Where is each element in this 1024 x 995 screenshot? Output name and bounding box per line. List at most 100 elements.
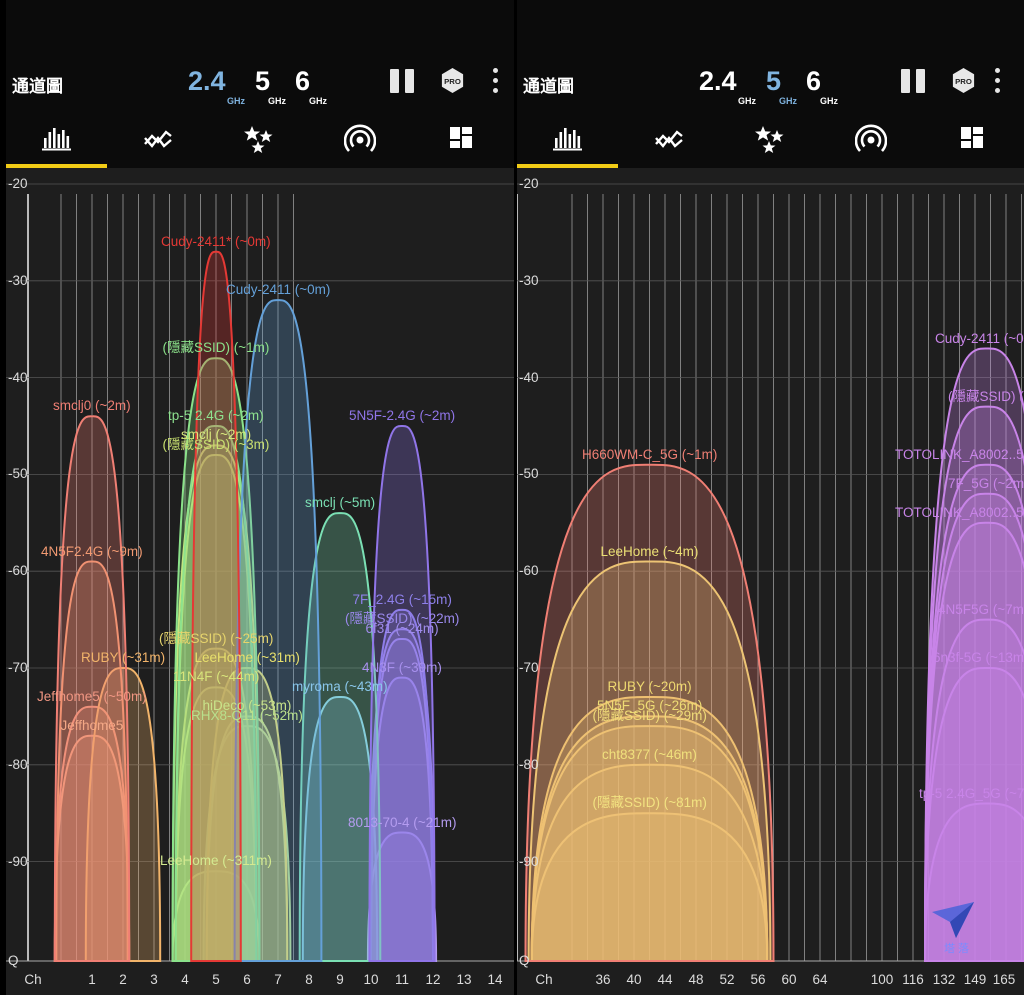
band-5ghz-button[interactable]: 5 <box>255 66 271 96</box>
network-label[interactable]: cht8377 (~46m) <box>602 746 697 762</box>
network-label[interactable]: tp-5 2.4G_5G (~7 <box>919 785 1024 801</box>
network-label[interactable]: 8013-70-4 (~21m) <box>348 814 457 830</box>
network-label[interactable]: TOTOLINK_A8002..5 <box>895 446 1024 462</box>
network-label[interactable]: 4N5F5G (~7m <box>938 601 1024 617</box>
network-curve[interactable] <box>53 734 131 962</box>
y-tick-label: -70 <box>8 660 28 675</box>
x-tick-label: 36 <box>595 972 611 987</box>
tab-channel-rating[interactable] <box>719 116 820 166</box>
network-label[interactable]: myroma (~43m) <box>292 679 388 695</box>
network-label[interactable]: 5N5F-2.4G (~2m) <box>349 408 456 423</box>
network-curve[interactable] <box>923 405 1024 962</box>
y-tick-label: -90 <box>8 853 28 869</box>
network-label[interactable]: (隱藏SSID) (~3m) <box>162 437 270 453</box>
network-curve[interactable] <box>174 424 258 962</box>
pro-badge-icon[interactable]: PRO <box>950 67 977 94</box>
network-curve[interactable] <box>205 666 289 962</box>
network-label[interactable]: (隱藏SSID) (~1m) <box>162 340 270 356</box>
pro-badge-icon[interactable]: PRO <box>439 67 466 94</box>
network-label[interactable]: Cudy-2411* (~0m) <box>161 233 271 249</box>
network-label[interactable]: Cudy-2411 (~0m) <box>226 282 331 298</box>
network-label[interactable]: RUBY (~31m) <box>81 650 166 665</box>
pause-icon[interactable] <box>901 69 927 93</box>
network-label[interactable]: Jeffhome5 (~50m) <box>37 688 147 704</box>
band-5ghz-button[interactable]: 5 <box>766 66 782 96</box>
network-label[interactable]: 7F_2.4G (~15m) <box>352 591 452 607</box>
tab-dashboard[interactable] <box>410 116 511 166</box>
tab-access-points[interactable] <box>820 116 921 166</box>
network-label[interactable]: (隱藏SSID) (~81m) <box>592 795 707 811</box>
network-curve[interactable] <box>530 725 769 962</box>
tab-dashboard[interactable] <box>921 116 1022 166</box>
network-curve[interactable] <box>53 415 131 962</box>
network-label[interactable]: 7F_5G (~2m <box>948 475 1024 491</box>
network-label[interactable]: smclj0 (~2m) <box>53 398 131 414</box>
y-tick-label: Q <box>8 953 19 968</box>
y-tick-label: -50 <box>519 466 539 482</box>
tab-time-graph[interactable] <box>107 116 208 166</box>
network-curve[interactable] <box>530 715 769 962</box>
network-curve[interactable] <box>524 463 775 962</box>
network-curve[interactable] <box>923 347 1024 962</box>
band-6ghz-button[interactable]: 6 <box>295 66 311 96</box>
x-tick-label: 8 <box>305 972 313 987</box>
tab-access-points[interactable] <box>309 116 410 166</box>
network-curve[interactable] <box>53 705 131 962</box>
network-label[interactable]: 4N3F (~39m) <box>362 659 442 675</box>
x-tick-label: 44 <box>657 972 673 987</box>
network-label[interactable]: H660WM-C_5G (~1m) <box>582 446 718 462</box>
band-24ghz-button[interactable]: 2.4 <box>188 66 226 96</box>
x-tick-label: 40 <box>626 972 642 987</box>
network-curve[interactable] <box>233 299 323 962</box>
network-label[interactable]: TOTOLINK_A8002..5 <box>895 504 1024 520</box>
network-curve[interactable] <box>84 666 162 962</box>
network-label[interactable]: LeeHome (~311m) <box>160 853 272 869</box>
network-label[interactable]: 6n3f-5G (~13m <box>933 650 1024 665</box>
network-label[interactable]: LeeHome (~31m) <box>194 650 300 665</box>
band-24ghz-unit: GHz <box>738 96 756 106</box>
network-label[interactable]: Cudy-2411 (~0 <box>935 330 1024 346</box>
network-curve[interactable] <box>368 424 436 962</box>
network-label[interactable]: smclj (~5m) <box>305 495 376 511</box>
network-curve[interactable] <box>530 696 769 962</box>
network-label[interactable]: smclj (~2m) <box>181 427 252 443</box>
watermark-logo-icon <box>932 902 974 938</box>
network-label[interactable]: (隱藏SSID) (~29m) <box>592 708 707 724</box>
network-label[interactable]: (隱藏SSID) (~25m) <box>159 630 274 646</box>
band-6ghz-button[interactable]: 6 <box>806 66 822 96</box>
tab-channel-graph[interactable] <box>6 116 107 166</box>
network-curve[interactable] <box>923 463 1024 962</box>
tab-channel-rating[interactable] <box>208 116 309 166</box>
x-tick-label: 10 <box>363 972 379 987</box>
network-label[interactable]: hiDeco (~53m) <box>202 698 292 714</box>
network-label[interactable]: 11N4F (~44m) <box>173 669 260 685</box>
x-tick-label: 60 <box>781 972 797 987</box>
network-label[interactable]: 6f31 (~24m) <box>365 620 439 636</box>
network-label[interactable]: Jeffhome5 <box>60 717 124 733</box>
network-curve[interactable] <box>923 618 1024 962</box>
network-curve[interactable] <box>923 492 1024 962</box>
network-label[interactable]: 4N5F2.4G (~9m) <box>41 543 143 559</box>
tab-channel-graph[interactable] <box>517 116 618 166</box>
network-label[interactable]: tp-5 2.4G (~2m) <box>168 408 264 423</box>
band-24ghz-button[interactable]: 2.4 <box>699 66 737 96</box>
network-label[interactable]: (隱藏SSID) ( <box>948 388 1024 404</box>
pause-icon[interactable] <box>390 69 416 93</box>
network-label[interactable]: RUBY (~20m) <box>607 679 692 695</box>
network-label[interactable]: RHX8-Q11 (~52m) <box>191 708 303 724</box>
network-curve[interactable] <box>530 763 769 962</box>
network-curve[interactable] <box>530 812 769 962</box>
more-menu-icon[interactable] <box>490 68 500 94</box>
network-curve[interactable] <box>298 512 382 962</box>
network-curve[interactable] <box>923 521 1024 962</box>
network-curve[interactable] <box>923 666 1024 962</box>
tab-time-graph[interactable] <box>618 116 719 166</box>
network-curve[interactable] <box>55 560 129 962</box>
network-label[interactable]: 5N5F_5G (~26m) <box>597 698 703 714</box>
network-label[interactable]: LeeHome (~4m) <box>600 543 699 559</box>
network-curve[interactable] <box>369 676 435 962</box>
more-menu-icon[interactable] <box>992 68 1002 94</box>
network-label[interactable]: (隱藏SSID) (~22m) <box>345 611 460 627</box>
network-curve[interactable] <box>190 250 242 962</box>
network-curve[interactable] <box>527 560 772 962</box>
